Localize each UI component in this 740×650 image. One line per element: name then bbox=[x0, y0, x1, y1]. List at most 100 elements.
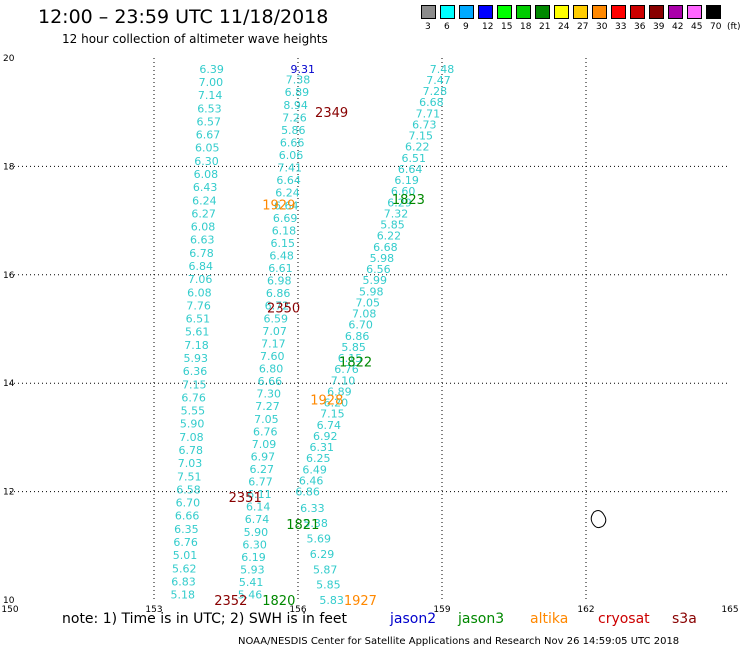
colorbar-label-15: 15 bbox=[501, 22, 513, 32]
wave-height-label: 5.46 bbox=[238, 589, 263, 602]
wave-height-label: 7.15 bbox=[320, 408, 345, 421]
wave-height-label: 6.08 bbox=[187, 286, 212, 299]
wave-height-label: 5.62 bbox=[172, 562, 197, 575]
wave-height-label: 7.41 bbox=[278, 162, 303, 175]
colorbar-label-45: 45 bbox=[691, 22, 703, 32]
wave-height-label: 6.74 bbox=[317, 419, 342, 432]
wave-height-label: 5.93 bbox=[240, 563, 265, 576]
pass-time-label: 1823 bbox=[392, 193, 425, 208]
wave-height-label: 5.87 bbox=[313, 563, 338, 576]
wave-height-label: 6.08 bbox=[194, 168, 219, 181]
wave-height-label: 7.27 bbox=[255, 400, 280, 413]
wave-height-label: 6.35 bbox=[174, 523, 199, 536]
colorbar-swatch-27 bbox=[573, 5, 588, 19]
colorbar-label-3: 3 bbox=[425, 22, 431, 32]
wave-height-label: 7.30 bbox=[256, 388, 281, 401]
pass-time-label: 2350 bbox=[267, 301, 300, 316]
wave-height-label: 6.58 bbox=[176, 483, 201, 496]
wave-height-label: 6.05 bbox=[195, 142, 220, 155]
credit-line: NOAA/NESDIS Center for Satellite Applica… bbox=[238, 636, 680, 647]
wave-height-label: 6.48 bbox=[269, 249, 294, 262]
wave-height-label: 5.61 bbox=[185, 326, 210, 339]
wave-height-label: 7.08 bbox=[179, 431, 204, 444]
legend-cryosat: cryosat bbox=[598, 611, 650, 627]
wave-height-label: 6.39 bbox=[199, 63, 224, 76]
wave-height-label: 6.59 bbox=[264, 312, 289, 325]
x-tick-label: 159 bbox=[433, 605, 450, 615]
colorbar-swatch-30 bbox=[592, 5, 607, 19]
wave-height-label: 7.06 bbox=[188, 273, 213, 286]
wave-height-label: 6.89 bbox=[327, 385, 352, 398]
pass-time-label: 1928 bbox=[310, 393, 343, 408]
y-tick-label: 16 bbox=[3, 271, 15, 281]
wave-height-label: 5.98 bbox=[370, 252, 395, 265]
colorbar-swatch-6 bbox=[440, 5, 455, 19]
wave-height-label: 5.55 bbox=[181, 405, 206, 418]
wave-height-label: 7.07 bbox=[262, 325, 287, 338]
wave-height-label: 7.60 bbox=[260, 350, 285, 363]
pass-time-label: 2349 bbox=[315, 106, 348, 121]
wave-height-label: 7.09 bbox=[252, 438, 277, 451]
y-tick-label: 18 bbox=[3, 162, 15, 172]
wave-height-label: 6.60 bbox=[391, 185, 416, 198]
colorbar-swatch-3 bbox=[421, 5, 436, 19]
wave-height-label: 6.97 bbox=[251, 450, 276, 463]
wave-height-label: 5.83 bbox=[319, 594, 344, 607]
pass-time-label: 2351 bbox=[229, 491, 262, 506]
colorbar-swatch-33 bbox=[611, 5, 626, 19]
wave-height-label: 6.29 bbox=[310, 548, 335, 561]
wave-height-label: 5.98 bbox=[359, 285, 384, 298]
y-tick-label: 14 bbox=[3, 379, 15, 389]
wave-height-label: 9.31 bbox=[291, 63, 316, 76]
wave-height-label: 6.86 bbox=[266, 287, 291, 300]
wave-height-label: 6.19 bbox=[394, 174, 419, 187]
wave-height-label: 5.90 bbox=[180, 418, 205, 431]
wave-height-label: 6.46 bbox=[299, 474, 324, 487]
footer-note: note: 1) Time is in UTC; 2) SWH is in fe… bbox=[62, 611, 348, 627]
wave-height-label: 6.29 bbox=[387, 196, 412, 209]
colorbar-swatch-12 bbox=[478, 5, 493, 19]
colorbar-label-9: 9 bbox=[463, 22, 469, 32]
wave-height-label: 6.68 bbox=[419, 96, 444, 109]
wave-height-label: 6.63 bbox=[190, 234, 215, 247]
colorbar-swatch-45 bbox=[687, 5, 702, 19]
wave-height-label: 7.71 bbox=[416, 107, 441, 120]
wave-height-label: 6.19 bbox=[241, 551, 266, 564]
wave-height-label: 5.85 bbox=[380, 219, 405, 232]
colorbar-label-42: 42 bbox=[672, 22, 684, 32]
wave-height-label: 7.17 bbox=[261, 337, 286, 350]
wave-height-label: 6.33 bbox=[300, 502, 325, 515]
colorbar-label-27: 27 bbox=[577, 22, 589, 32]
pass-time-label: 1821 bbox=[286, 518, 319, 533]
wave-height-label: 5.38 bbox=[303, 517, 328, 530]
colorbar-label-24: 24 bbox=[558, 22, 570, 32]
wave-height-label: 6.78 bbox=[178, 444, 203, 457]
wave-height-label: 6.77 bbox=[248, 476, 273, 489]
wave-height-label: 6.84 bbox=[189, 260, 214, 273]
legend-s3a: s3a bbox=[672, 611, 697, 627]
wave-height-label: 6.64 bbox=[398, 163, 423, 176]
wave-height-label: 7.47 bbox=[426, 74, 451, 87]
wave-height-label: 6.64 bbox=[274, 199, 299, 212]
pass-time-label: 1929 bbox=[262, 198, 295, 213]
wave-height-label: 6.53 bbox=[197, 102, 222, 115]
wave-height-label: 6.56 bbox=[366, 263, 391, 276]
wave-height-label: 6.57 bbox=[196, 115, 221, 128]
pass-time-label: 1820 bbox=[262, 594, 295, 609]
wave-height-label: 6.20 bbox=[324, 397, 349, 410]
colorbar-label-36: 36 bbox=[634, 22, 646, 32]
wave-height-label: 6.25 bbox=[306, 452, 331, 465]
colorbar-swatch-36 bbox=[630, 5, 645, 19]
wave-height-label: 6.27 bbox=[191, 207, 216, 220]
legend-jason2: jason2 bbox=[390, 611, 437, 627]
wave-height-label: 6.86 bbox=[345, 330, 370, 343]
wave-height-label: 7.76 bbox=[186, 299, 211, 312]
wave-height-label: 7.26 bbox=[282, 111, 307, 124]
wave-height-label: 6.22 bbox=[377, 230, 402, 243]
wave-height-label: 6.80 bbox=[259, 363, 284, 376]
wave-height-label: 6.22 bbox=[405, 141, 430, 154]
wave-height-label: 6.11 bbox=[247, 488, 272, 501]
colorbar-swatch-42 bbox=[668, 5, 683, 19]
colorbar-label-70: 70 bbox=[710, 22, 722, 32]
